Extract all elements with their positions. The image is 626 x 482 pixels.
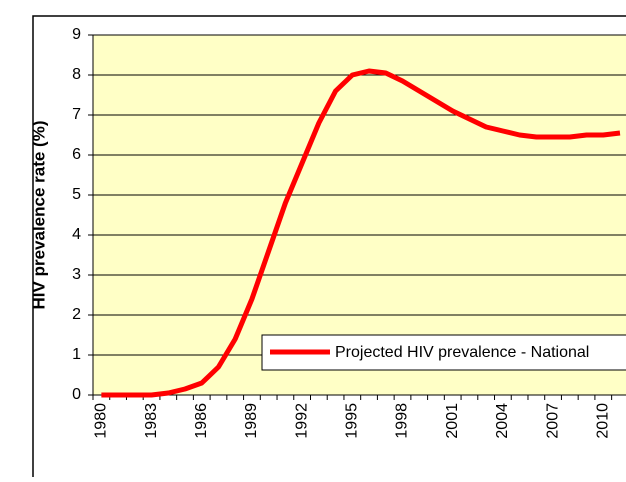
y-tick-label: 0 — [72, 386, 81, 403]
x-tick-label: 1980 — [93, 403, 110, 439]
x-tick-label: 2001 — [444, 403, 461, 439]
x-tick-label: 2010 — [594, 403, 611, 439]
y-tick-label: 9 — [72, 26, 81, 43]
y-tick-label: 6 — [72, 146, 81, 163]
x-tick-label: 2004 — [494, 403, 511, 439]
x-tick-label: 1989 — [243, 403, 260, 439]
y-tick-label: 8 — [72, 66, 81, 83]
x-tick-label: 1995 — [344, 403, 361, 439]
x-tick-label: 2007 — [544, 403, 561, 439]
y-tick-label: 1 — [72, 346, 81, 363]
y-tick-label: 4 — [72, 226, 81, 243]
data-line — [101, 68, 621, 398]
y-axis-label: HIV prevalence rate (%) — [29, 121, 48, 310]
x-tick-label: 1998 — [394, 403, 411, 439]
y-tick-label: 2 — [72, 306, 81, 323]
y-tick-label: 5 — [72, 186, 81, 203]
x-tick-label: 1986 — [193, 403, 210, 439]
y-tick-label: 3 — [72, 266, 81, 283]
chart-frame — [32, 15, 626, 482]
y-tick-label: 7 — [72, 106, 81, 123]
x-tick-label: 1992 — [293, 403, 310, 439]
x-tick-label: 1983 — [143, 403, 160, 439]
legend-label: Projected HIV prevalence - National — [335, 344, 589, 361]
